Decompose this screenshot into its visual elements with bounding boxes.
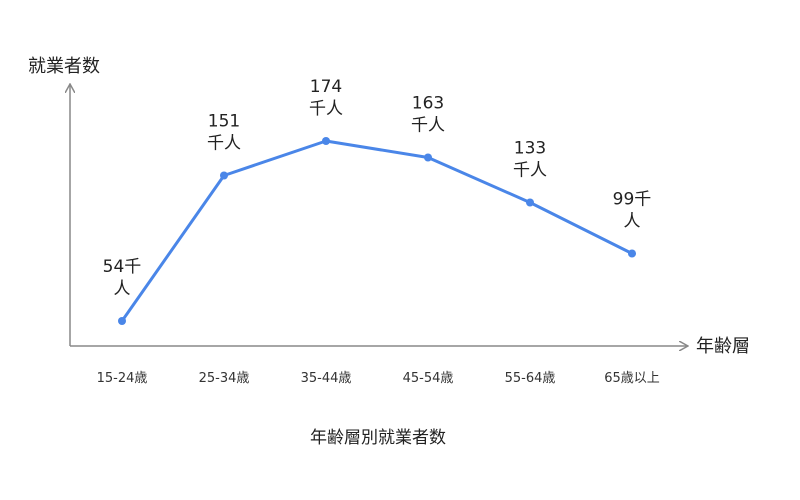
chart-caption: 年齢層別就業者数 — [310, 428, 446, 448]
data-point — [424, 153, 432, 162]
data-label-line: 163 — [412, 94, 444, 114]
x-tick-label: 25-34歳 — [199, 371, 250, 386]
data-label: 99千人 — [613, 190, 652, 232]
data-label: 133 千人 — [513, 139, 547, 181]
data-label-line: 千人 — [411, 116, 445, 136]
data-label-line: 千人 — [309, 99, 343, 119]
data-label: 54千人 — [103, 257, 142, 299]
x-tick-labels: 15-24歳 25-34歳 35-44歳 45-54歳 55-64歳 65歳以上 — [97, 371, 660, 386]
data-label-line: 人 — [624, 212, 641, 232]
data-point — [220, 171, 228, 180]
x-tick-label: 35-44歳 — [301, 371, 352, 386]
data-label-line: 54千 — [103, 257, 142, 277]
data-label-line: 133 — [514, 139, 546, 159]
series-layer — [120, 139, 633, 322]
data-point — [322, 137, 330, 145]
data-points — [118, 137, 636, 325]
data-point — [628, 249, 636, 258]
data-label-line: 174 — [310, 77, 342, 97]
y-axis-title: 就業者数 — [28, 56, 100, 77]
data-label: 163 千人 — [411, 94, 445, 136]
x-tick-label: 65歳以上 — [604, 371, 660, 386]
series-line — [120, 139, 633, 322]
data-label-line: 人 — [114, 279, 131, 299]
x-axis-title: 年齢層 — [696, 336, 750, 357]
x-tick-label: 55-64歳 — [505, 371, 556, 386]
data-label-line: 千人 — [513, 161, 547, 181]
x-tick-label: 45-54歳 — [403, 371, 454, 386]
data-label-line: 99千 — [613, 190, 652, 210]
data-label-line: 151 — [208, 112, 240, 132]
data-label: 151 千人 — [207, 112, 241, 154]
x-tick-label: 15-24歳 — [97, 371, 148, 386]
data-label: 174 千人 — [309, 77, 343, 119]
data-point — [118, 317, 126, 325]
data-label-line: 千人 — [207, 134, 241, 154]
data-point — [526, 198, 534, 207]
